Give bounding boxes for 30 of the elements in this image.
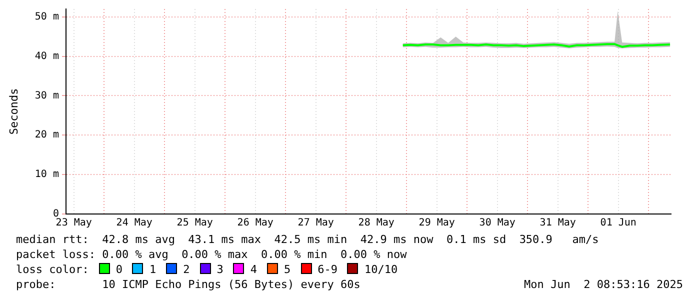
x-tick-label: 31 May bbox=[540, 218, 576, 229]
x-tick-label: 23 May bbox=[56, 218, 92, 229]
text: Mon Jun 2 08:53:16 2025 bbox=[524, 277, 683, 292]
legend-label: 0 bbox=[116, 263, 122, 276]
x-tick-label: 30 May bbox=[479, 218, 516, 229]
x-tick-label: 28 May bbox=[358, 218, 394, 229]
x-tick-label: 25 May bbox=[176, 218, 213, 229]
x-tick-label: 29 May bbox=[418, 218, 455, 229]
text: packet loss: 0.00 % avg 0.00 % max 0.00 % min 0.00 % now bbox=[16, 247, 408, 262]
y-axis-title: Seconds bbox=[7, 88, 20, 135]
y-tick-label: 20 m bbox=[34, 130, 59, 141]
x-tick-label: 01 Jun bbox=[600, 218, 636, 229]
y-tick-label: 0 bbox=[52, 208, 59, 220]
x-tick-label: 24 May bbox=[116, 218, 152, 229]
legend-label: 10/10 bbox=[364, 263, 398, 276]
legend-label: 6-9 bbox=[318, 263, 338, 276]
legend-label: 4 bbox=[250, 263, 257, 276]
y-tick-label: 40 m bbox=[34, 50, 59, 62]
legend-label: 3 bbox=[216, 263, 224, 276]
text: median rtt: 42.8 ms avg 43.1 ms max 42.5 ms min 42.9 ms now 0.1 ms sd 350.9 am/s bbox=[16, 232, 600, 247]
y-tick-label: 10 m bbox=[34, 169, 59, 180]
x-tick-label: 26 May bbox=[237, 218, 274, 229]
legend-label: 2 bbox=[183, 263, 190, 276]
legend-label: 5 bbox=[284, 263, 291, 276]
x-tick-label: 27 May bbox=[298, 218, 334, 229]
legend-label: 1 bbox=[149, 263, 156, 276]
y-tick-label: 50 m bbox=[34, 11, 59, 22]
text: probe: 10 ICMP Echo Pings (56 Bytes) every 60s bbox=[16, 277, 360, 292]
y-tick-label: 30 m bbox=[34, 90, 59, 102]
legend-title: loss color: bbox=[16, 263, 89, 276]
